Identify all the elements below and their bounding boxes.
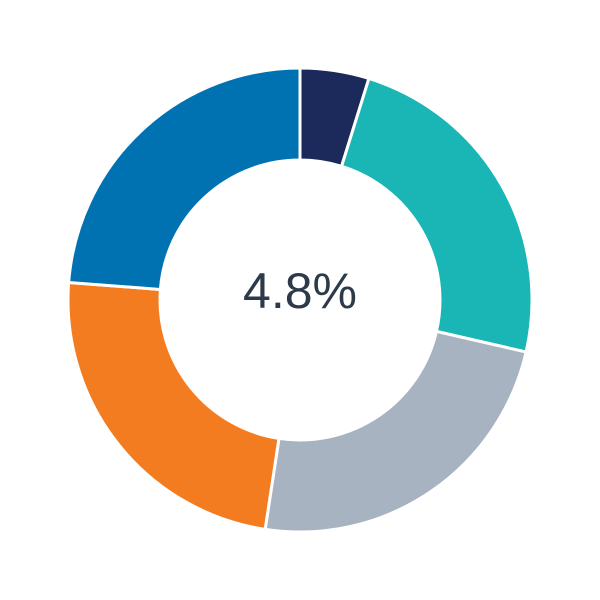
- center-label: 4.8%: [243, 263, 357, 319]
- donut-slice-3: [263, 329, 528, 534]
- donut-slice-2: [339, 76, 534, 354]
- donut-slice-4: [66, 280, 281, 532]
- donut-slice-5: [67, 66, 302, 292]
